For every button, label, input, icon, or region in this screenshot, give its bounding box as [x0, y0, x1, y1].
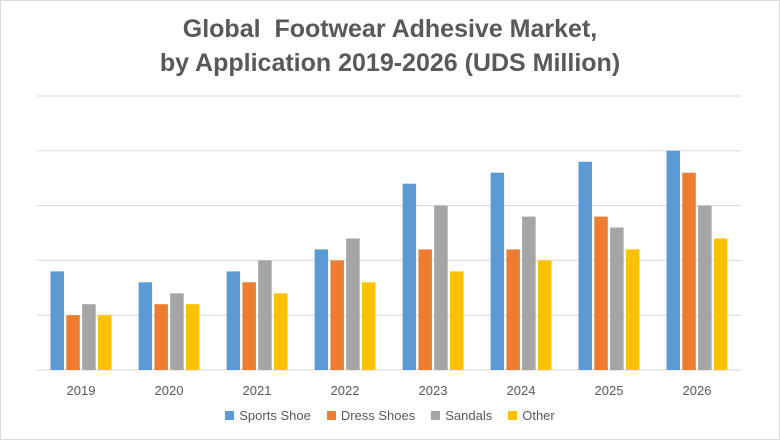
bar-sandals-2024: [522, 216, 536, 370]
bar-other-2019: [98, 315, 112, 370]
bar-sports-shoe-2024: [490, 172, 505, 370]
bar-dress-shoes-2020: [154, 304, 168, 370]
legend-item-sandals: Sandals: [431, 408, 492, 423]
bar-other-2023: [450, 271, 464, 370]
bar-dress-shoes-2022: [330, 260, 344, 370]
bar-sports-shoe-2025: [578, 161, 592, 370]
chart-title-line-1: Global Footwear Adhesive Market,: [182, 15, 598, 43]
bar-other-2026: [713, 238, 728, 370]
legend-item-other: Other: [508, 408, 555, 423]
legend-item-sports-shoe: Sports Shoe: [225, 408, 311, 423]
x-tick-label-2026: 2026: [683, 383, 712, 398]
legend-item-dress-shoes: Dress Shoes: [326, 408, 416, 423]
x-tick-label-2021: 2021: [243, 383, 272, 398]
x-tick-label-2022: 2022: [331, 383, 360, 398]
legend-swatch-sandals: [431, 411, 441, 420]
bar-other-2020: [186, 304, 200, 370]
bar-dress-shoes-2025: [594, 216, 608, 370]
bar-sports-shoe-2026: [666, 150, 680, 370]
bar-other-2021: [274, 293, 288, 370]
legend-label-other: Other: [522, 408, 555, 423]
chart-title: Global Footwear Adhesive Market, by Appl…: [0, 12, 780, 80]
bar-sandals-2021: [258, 260, 272, 370]
bar-sports-shoe-2020: [138, 282, 153, 370]
bar-sandals-2022: [346, 238, 360, 370]
legend-swatch-sports-shoe: [225, 411, 235, 420]
bar-sports-shoe-2021: [226, 271, 241, 370]
bar-other-2024: [538, 260, 552, 370]
bar-sandals-2026: [698, 205, 712, 370]
x-tick-label-2019: 2019: [67, 383, 96, 398]
legend-label-dress-shoes: Dress Shoes: [340, 408, 416, 423]
bar-dress-shoes-2024: [506, 249, 520, 370]
bar-sandals-2025: [610, 227, 624, 370]
chart-title-line-2: by Application 2019-2026 (UDS Million): [159, 49, 621, 77]
bar-dress-shoes-2023: [418, 249, 432, 370]
x-axis-tick-labels: 2019 2020 2021 2022 2023 2024 2025 2026: [67, 383, 712, 398]
x-tick-label-2025: 2025: [595, 383, 624, 398]
x-tick-label-2020: 2020: [155, 383, 184, 398]
bar-dress-shoes-2021: [242, 282, 256, 370]
bar-sports-shoe-2019: [50, 271, 64, 370]
x-tick-label-2024: 2024: [507, 383, 536, 398]
bar-dress-shoes-2026: [682, 172, 696, 370]
legend-swatch-dress-shoes: [326, 411, 336, 420]
bar-sandals-2019: [82, 304, 96, 370]
bar-sandals-2023: [434, 205, 448, 370]
bar-other-2025: [625, 249, 640, 370]
legend: Sports Shoe Dress Shoes Sandals Other: [0, 408, 780, 423]
bar-sports-shoe-2023: [402, 183, 417, 370]
gridlines: [37, 95, 741, 371]
legend-label-sports-shoe: Sports Shoe: [239, 408, 311, 423]
bar-other-2022: [362, 282, 376, 370]
legend-swatch-other: [508, 411, 518, 420]
bars: [50, 150, 728, 370]
bar-dress-shoes-2019: [66, 315, 80, 370]
bar-sports-shoe-2022: [314, 249, 329, 370]
x-tick-label-2023: 2023: [419, 383, 448, 398]
legend-label-sandals: Sandals: [445, 408, 493, 423]
bar-sandals-2020: [170, 293, 184, 370]
